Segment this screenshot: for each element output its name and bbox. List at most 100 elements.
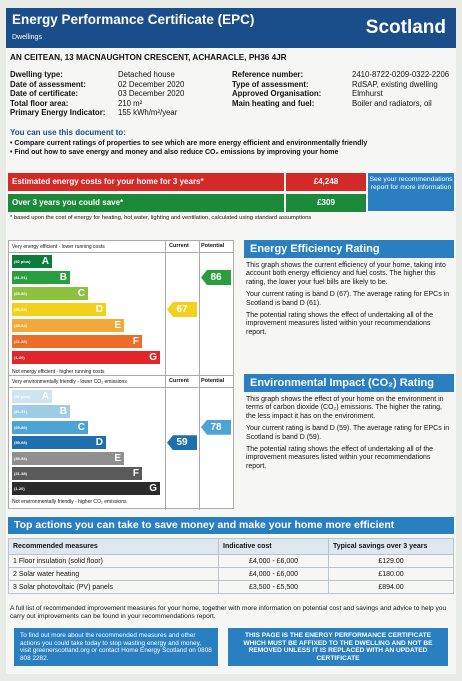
band-range: (69-80) bbox=[14, 291, 27, 296]
band-range: (21-38) bbox=[14, 471, 27, 476]
detail-value: 02 December 2020 bbox=[118, 79, 185, 89]
band-letter: F bbox=[132, 468, 139, 479]
epc-certificate: Energy Performance Certificate (EPC) Dwe… bbox=[6, 8, 456, 674]
table-row: 1 Floor insulation (solid floor) £4,000 … bbox=[8, 554, 454, 568]
estimated-cost-value: £4,248 bbox=[284, 173, 366, 191]
panel-paragraph: This graph shows the effect of your home… bbox=[246, 396, 444, 420]
chart-top-label: Very energy efficient - lower running co… bbox=[12, 244, 105, 250]
potential-rating-arrow: 86 bbox=[201, 270, 231, 285]
energy-efficiency-chart: Very energy efficient - lower running co… bbox=[8, 240, 234, 381]
rating-band-g: (1-20) G bbox=[12, 351, 160, 364]
potential-rating-arrow: 78 bbox=[201, 419, 231, 435]
rating-band-f: (21-38) F bbox=[12, 467, 142, 480]
rating-band-e: (39-54) E bbox=[12, 451, 124, 465]
detail-value: Boiler and radiators, oil bbox=[352, 98, 432, 108]
measure-cell: 3 Solar photovoltaic (PV) panels bbox=[8, 580, 219, 594]
country-label: Scotland bbox=[365, 17, 446, 38]
band-range: (21-38) bbox=[14, 339, 27, 344]
energy-efficiency-heading: Energy Efficiency Rating bbox=[244, 240, 454, 258]
detail-label: Reference number: bbox=[232, 70, 304, 79]
panel-paragraph: Your current rating is band D (67). The … bbox=[246, 291, 450, 307]
detail-label: Approved Organisation: bbox=[232, 89, 322, 99]
property-details: Dwelling type: Detached house Reference … bbox=[10, 70, 456, 118]
rating-band-d: (55-68) D bbox=[12, 303, 106, 316]
panel-paragraph: Your current rating is band D (59). The … bbox=[246, 425, 450, 441]
certificate-title: Energy Performance Certificate (EPC) bbox=[12, 12, 255, 27]
chart-bottom-label: Not energy efficient - higher running co… bbox=[12, 369, 105, 375]
band-letter: C bbox=[77, 421, 85, 433]
band-letter: B bbox=[59, 272, 67, 283]
rating-band-c: (69-80) C bbox=[12, 420, 88, 434]
rating-band-d: (55-68) D bbox=[12, 436, 106, 450]
cost-footnote: * based upon the cost of energy for heat… bbox=[10, 215, 312, 221]
savings-cell: £894.00 bbox=[328, 580, 454, 594]
col-cost: Indicative cost bbox=[218, 538, 329, 555]
energy-costs: Estimated energy costs for your home for… bbox=[8, 173, 366, 215]
rating-band-f: (21-38) F bbox=[12, 335, 142, 348]
savings-cell: £180.00 bbox=[328, 567, 454, 581]
savings-cell: £129.00 bbox=[328, 554, 454, 568]
detail-value: Elmhurst bbox=[352, 89, 383, 99]
detail-label: Type of assessment: bbox=[232, 79, 309, 89]
band-letter: A bbox=[41, 256, 49, 267]
detail-label: Date of assessment: bbox=[10, 79, 86, 89]
band-letter: D bbox=[95, 437, 103, 449]
current-header: Current bbox=[169, 243, 189, 249]
bullet-text: Find out how to save energy and money an… bbox=[14, 148, 339, 156]
potential-rating-value: 86 bbox=[210, 272, 222, 283]
band-range: (39-54) bbox=[14, 455, 27, 461]
band-range: (69-80) bbox=[14, 424, 27, 430]
header-bar: Energy Performance Certificate (EPC) Dwe… bbox=[6, 8, 456, 48]
certificate-subtitle: Dwellings bbox=[12, 34, 42, 41]
table-row: 2 Solar water heating £4,000 - £6,000 £1… bbox=[8, 567, 454, 581]
detail-label: Dwelling type: bbox=[10, 70, 63, 79]
top-actions-heading: Top actions you can take to save money a… bbox=[8, 517, 454, 534]
rating-band-a: (92 plus) A bbox=[12, 255, 52, 268]
band-range: (55-68) bbox=[14, 440, 27, 446]
cost-cell: £3,500 - £5,500 bbox=[218, 580, 329, 594]
environmental-impact-chart: Very environmentally friendly - lower CO… bbox=[8, 375, 234, 510]
chart-bottom-label: Not environmentally friendly - higher CO… bbox=[12, 499, 127, 505]
band-letter: C bbox=[77, 288, 85, 299]
band-letter: B bbox=[59, 406, 67, 418]
band-letter: E bbox=[114, 320, 121, 331]
current-header: Current bbox=[169, 378, 189, 384]
cost-cell: £4,000 - £6,000 bbox=[218, 567, 329, 581]
detail-label: Date of certificate: bbox=[10, 89, 79, 99]
band-letter: E bbox=[114, 452, 121, 464]
band-range: (81-91) bbox=[14, 275, 27, 280]
detail-label: Primary Energy Indicator: bbox=[10, 108, 106, 118]
affix-notice-box: THIS PAGE IS THE ENERGY PERFORMANCE CERT… bbox=[228, 628, 448, 666]
bullet-item: • Find out how to save energy and money … bbox=[10, 148, 339, 156]
band-range: (1-20) bbox=[14, 486, 25, 492]
band-letter: D bbox=[95, 304, 103, 315]
rating-band-b: (81-91) B bbox=[12, 271, 70, 284]
environmental-impact-heading: Environmental Impact (CO₂) Rating bbox=[244, 374, 454, 392]
detail-value: 155 kWh/m²/year bbox=[118, 108, 178, 118]
band-letter: A bbox=[41, 391, 49, 402]
detail-value: 03 December 2020 bbox=[118, 89, 185, 99]
rating-band-c: (69-80) C bbox=[12, 287, 88, 300]
band-range: (39-54) bbox=[14, 323, 27, 328]
cost-cell: £4,000 - £6,000 bbox=[218, 554, 329, 568]
band-range: (81-91) bbox=[14, 409, 27, 415]
estimated-cost-row: Estimated energy costs for your home for… bbox=[8, 173, 366, 191]
detail-value: Detached house bbox=[118, 70, 175, 79]
detail-value: 2410-8722-0209-0322-2206 bbox=[352, 70, 450, 79]
savings-label: Over 3 years you could save* bbox=[8, 194, 284, 212]
energy-efficiency-text: This graph shows the current efficiency … bbox=[246, 262, 452, 341]
use-heading: You can use this document to: bbox=[10, 128, 126, 137]
detail-value: RdSAP, existing dwelling bbox=[352, 79, 438, 89]
rating-band-e: (39-54) E bbox=[12, 319, 124, 332]
rating-band-a: (92 plus) A bbox=[12, 390, 52, 403]
rating-band-g: (1-20) G bbox=[12, 482, 160, 496]
current-rating-value: 59 bbox=[176, 437, 188, 449]
panel-paragraph: The potential rating shows the effect of… bbox=[246, 446, 434, 470]
panel-paragraph: This graph shows the current efficiency … bbox=[246, 262, 446, 286]
band-letter: G bbox=[149, 352, 157, 363]
band-range: (1-20) bbox=[14, 355, 25, 360]
band-letter: F bbox=[132, 336, 139, 347]
current-rating-value: 67 bbox=[176, 304, 188, 315]
band-range: (55-68) bbox=[14, 307, 27, 312]
current-rating-arrow: 59 bbox=[167, 435, 197, 451]
